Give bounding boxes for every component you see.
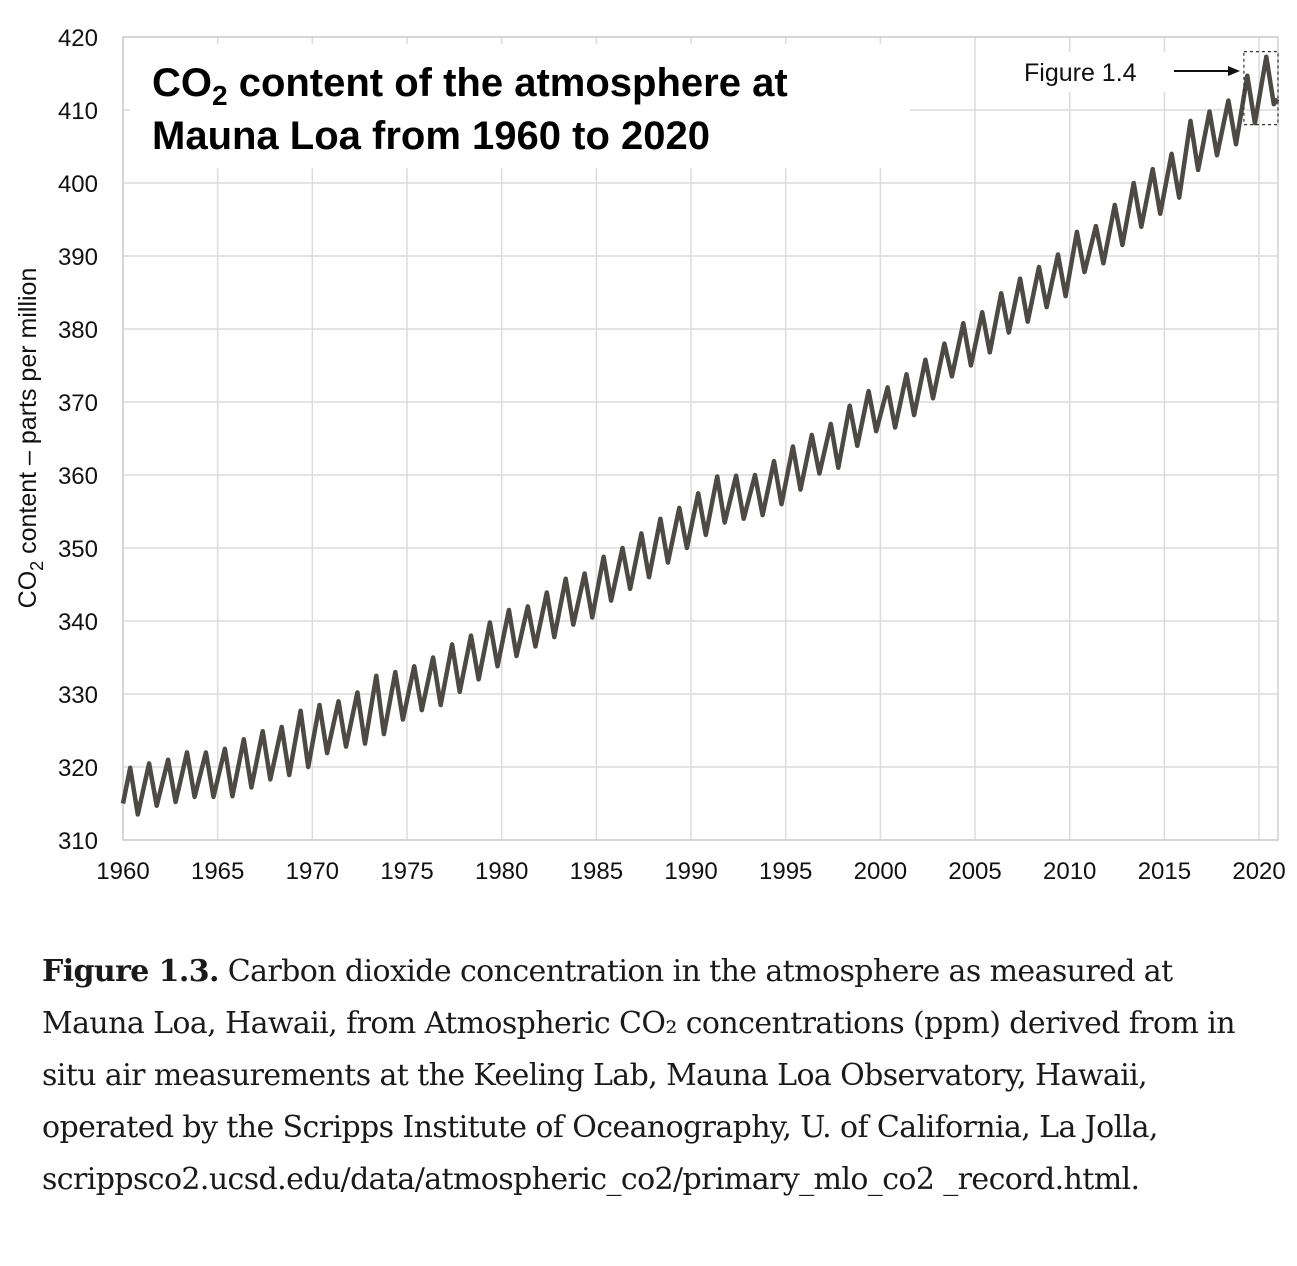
co2-series-line <box>120 54 1280 817</box>
caption-text: Carbon dioxide concentration in the atmo… <box>42 954 1236 1197</box>
x-tick-label-1960: 1960 <box>96 858 149 885</box>
x-tick-label-1975: 1975 <box>380 858 433 885</box>
y-tick-label-420: 420 <box>58 25 98 52</box>
x-tick-label-1980: 1980 <box>475 858 528 885</box>
x-tick-label-1990: 1990 <box>664 858 717 885</box>
x-tick-label-2010: 2010 <box>1043 858 1096 885</box>
figure-caption: Figure 1.3. Carbon dioxide concentration… <box>42 946 1272 1206</box>
y-tick-label-370: 370 <box>58 390 98 417</box>
x-axis-ticks: 1960 1965 1970 1975 1980 1985 1990 1995 2000 2005… <box>96 858 1285 885</box>
caption-label: Figure 1.3. <box>42 954 219 989</box>
co2-line-chart: 310 320 330 340 350 360 370 380 390 400 410 420 196… <box>14 25 1286 885</box>
y-axis-label: CO2 content – parts per million <box>14 268 47 609</box>
x-tick-label-2020: 2020 <box>1232 858 1285 885</box>
x-tick-label-2005: 2005 <box>948 858 1001 885</box>
chart-title-line-2: Mauna Loa from 1960 to 2020 <box>152 114 710 158</box>
y-tick-label-390: 390 <box>58 244 98 271</box>
x-tick-label-1985: 1985 <box>570 858 623 885</box>
y-tick-label-350: 350 <box>58 536 98 563</box>
y-tick-label-360: 360 <box>58 463 98 490</box>
plot-area-border <box>122 36 1279 841</box>
x-tick-label-2015: 2015 <box>1138 858 1191 885</box>
title-background <box>130 44 910 168</box>
figure-1-4-annotation: Figure 1.4 <box>1016 50 1279 126</box>
y-tick-label-310: 310 <box>58 828 98 855</box>
y-tick-label-410: 410 <box>58 98 98 125</box>
y-axis-ticks: 310 320 330 340 350 360 370 380 390 400 410 420 <box>58 25 98 855</box>
chart-title-line-1: CO2 content of the atmosphere at <box>152 61 788 111</box>
y-tick-label-320: 320 <box>58 755 98 782</box>
x-tick-label-1965: 1965 <box>191 858 244 885</box>
x-tick-label-1970: 1970 <box>286 858 339 885</box>
x-tick-label-1995: 1995 <box>759 858 812 885</box>
y-tick-label-330: 330 <box>58 682 98 709</box>
y-tick-label-340: 340 <box>58 609 98 636</box>
annotation-label: Figure 1.4 <box>1024 59 1137 87</box>
x-tick-label-2000: 2000 <box>854 858 907 885</box>
y-tick-label-380: 380 <box>58 317 98 344</box>
annotation-arrow-head <box>1228 66 1240 76</box>
y-tick-label-400: 400 <box>58 171 98 198</box>
